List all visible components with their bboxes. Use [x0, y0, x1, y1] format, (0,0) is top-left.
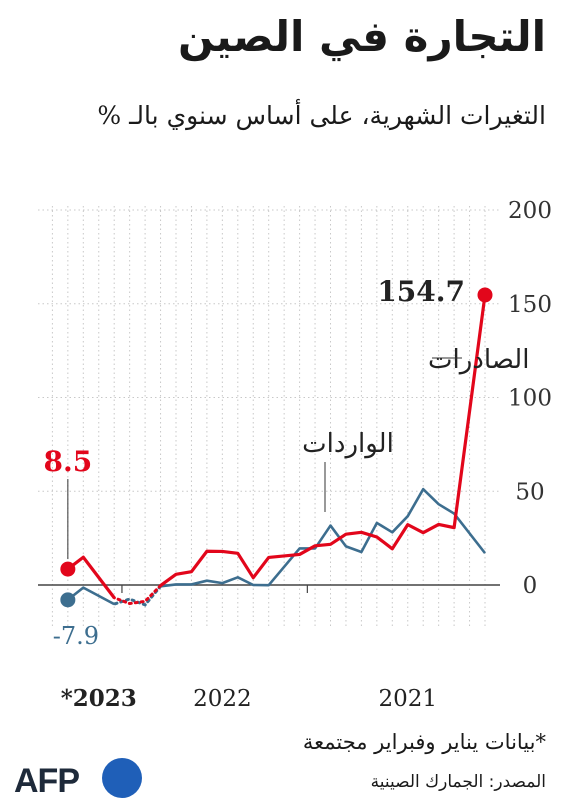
x-tick-label: 2022 [193, 686, 252, 712]
y-tick-labels: 0 50 100 150 200 [508, 198, 552, 599]
x-tick-label: *2023 [61, 685, 137, 712]
value-label: 154.7 [377, 275, 465, 308]
afp-logo: AFP [14, 758, 142, 804]
y-tick-label: 200 [508, 198, 552, 224]
data-point [60, 592, 76, 608]
series-labels: 154.7 8.5 -7.9 الصادرات الواردات [43, 275, 529, 650]
data-point [477, 287, 493, 303]
value-label: 8.5 [43, 445, 92, 478]
afp-logo-dot-icon [102, 758, 142, 798]
series-lines [66, 294, 487, 607]
y-tick-label: 50 [515, 479, 544, 505]
source-credit: المصدر: الجمارك الصينية [370, 772, 546, 792]
data-point [60, 561, 76, 577]
exports-dotted-line [112, 584, 163, 606]
exports-line [159, 294, 487, 587]
imports-line [160, 487, 487, 588]
y-tick-label: 150 [508, 292, 552, 318]
chart-title: التجارة في الصين [177, 12, 547, 61]
data-points [60, 287, 493, 608]
chart-subtitle: التغيرات الشهرية، على أساس سنوي بالـ % [97, 101, 546, 130]
afp-logo-text: AFP [14, 762, 80, 800]
x-tick-labels: 2021 2022 *2023 [61, 685, 437, 712]
series-label-imports: الواردات [302, 429, 394, 459]
line-chart: 0 50 100 150 200 2021 2022 *2023 154.7 8.5 -7.9 ا… [38, 198, 552, 712]
vertical-gridlines [51, 206, 486, 629]
footnote: *بيانات يناير وفبراير مجتمعة [302, 730, 546, 754]
value-label: -7.9 [53, 622, 99, 650]
x-tick-label: 2021 [378, 686, 437, 712]
y-tick-label: 100 [508, 386, 552, 412]
horizontal-gridlines [38, 209, 500, 492]
series-label-exports: الصادرات [428, 345, 529, 375]
y-tick-label: 0 [523, 573, 538, 599]
